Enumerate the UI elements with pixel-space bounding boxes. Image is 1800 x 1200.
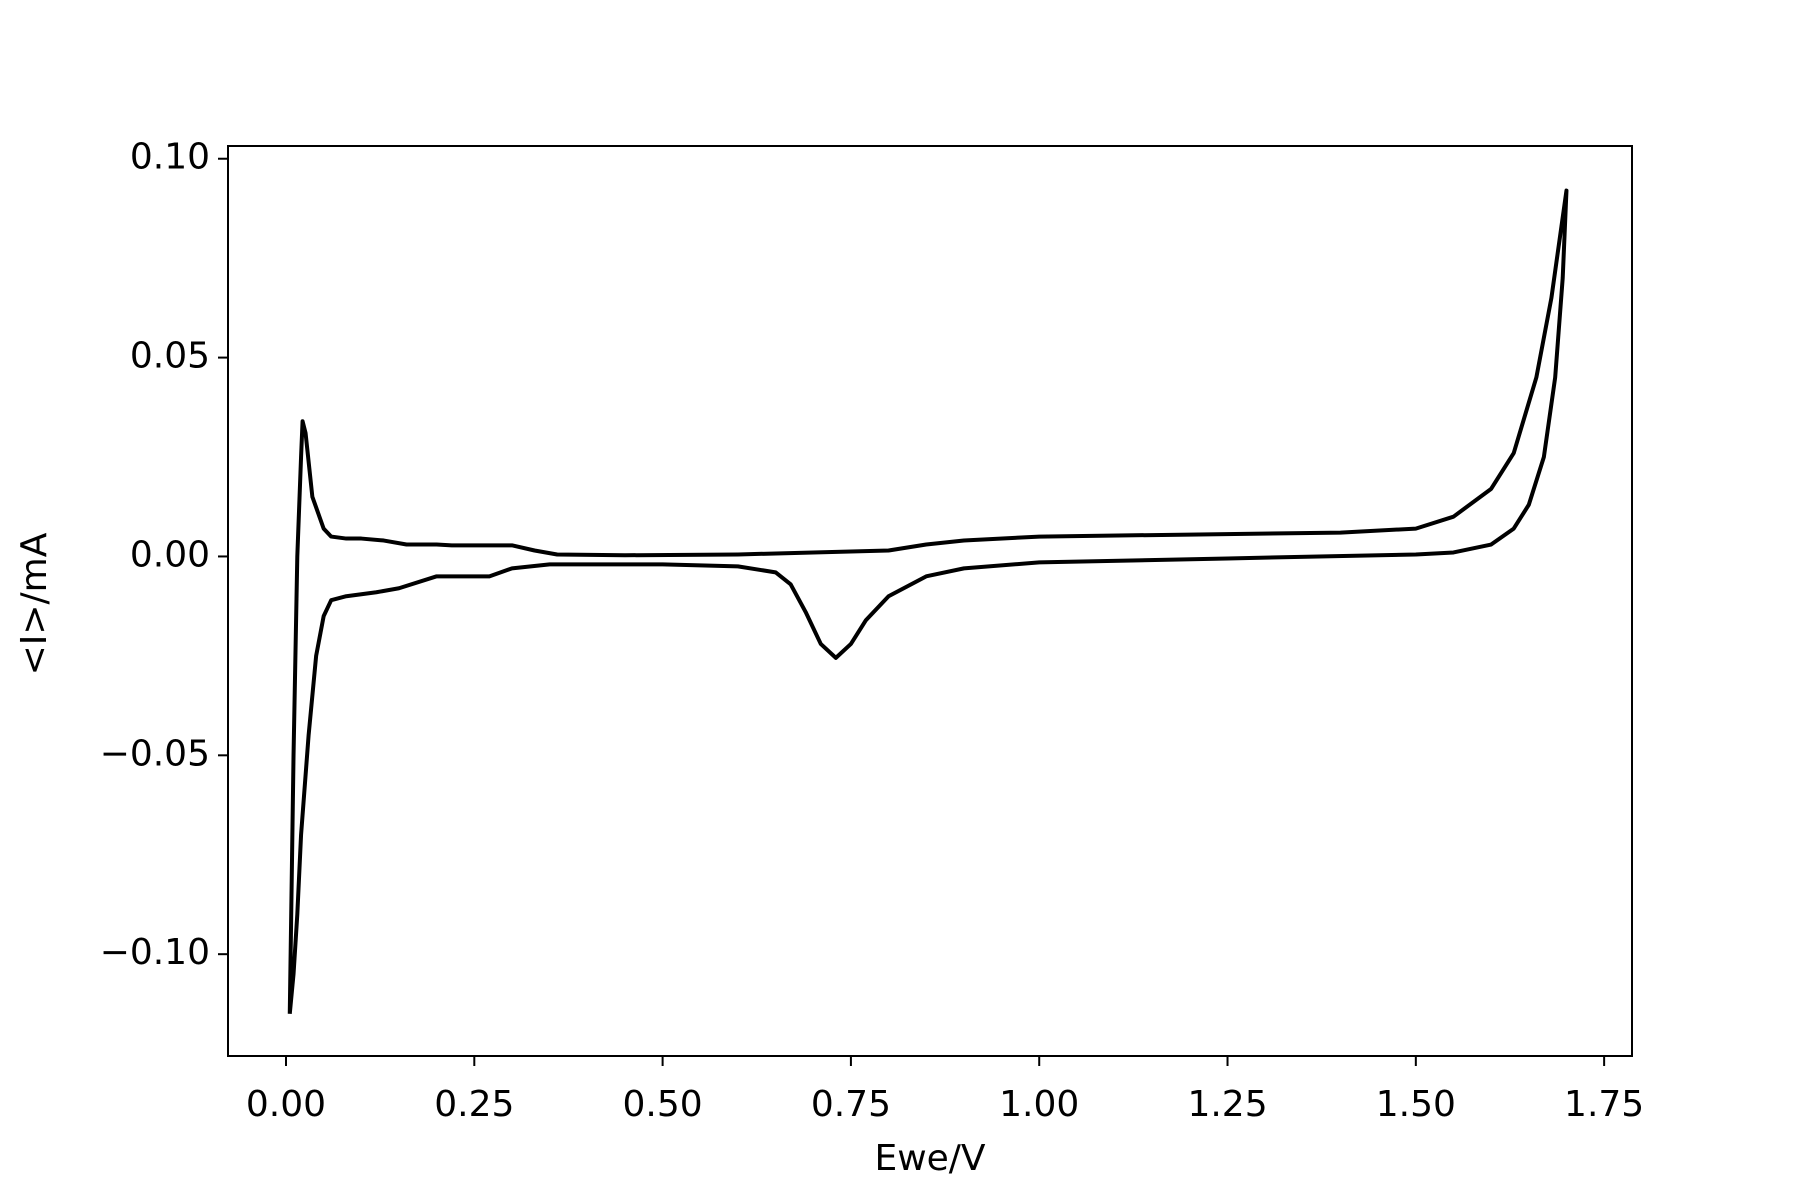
y-tick-label: −0.05 [100,733,210,774]
x-tick-label: 0.50 [623,1084,703,1125]
y-axis-label: <I>/mA [14,532,55,675]
x-tick-label: 0.75 [811,1084,891,1125]
x-tick-label: 1.25 [1187,1084,1267,1125]
y-tick-label: −0.10 [100,932,210,973]
y-tick-label: 0.00 [130,534,210,575]
x-tick-label: 1.50 [1376,1084,1456,1125]
x-axis-label: Ewe/V [874,1138,985,1179]
data-line [287,188,1569,1015]
plot-frame [227,145,1633,1057]
x-tick-label: 1.75 [1564,1084,1644,1125]
y-tick-label: 0.10 [130,137,210,178]
x-tick-label: 0.25 [434,1084,514,1125]
x-tick-label: 0.00 [246,1084,326,1125]
x-tick-label: 1.00 [999,1084,1079,1125]
y-tick-label: 0.05 [130,336,210,377]
